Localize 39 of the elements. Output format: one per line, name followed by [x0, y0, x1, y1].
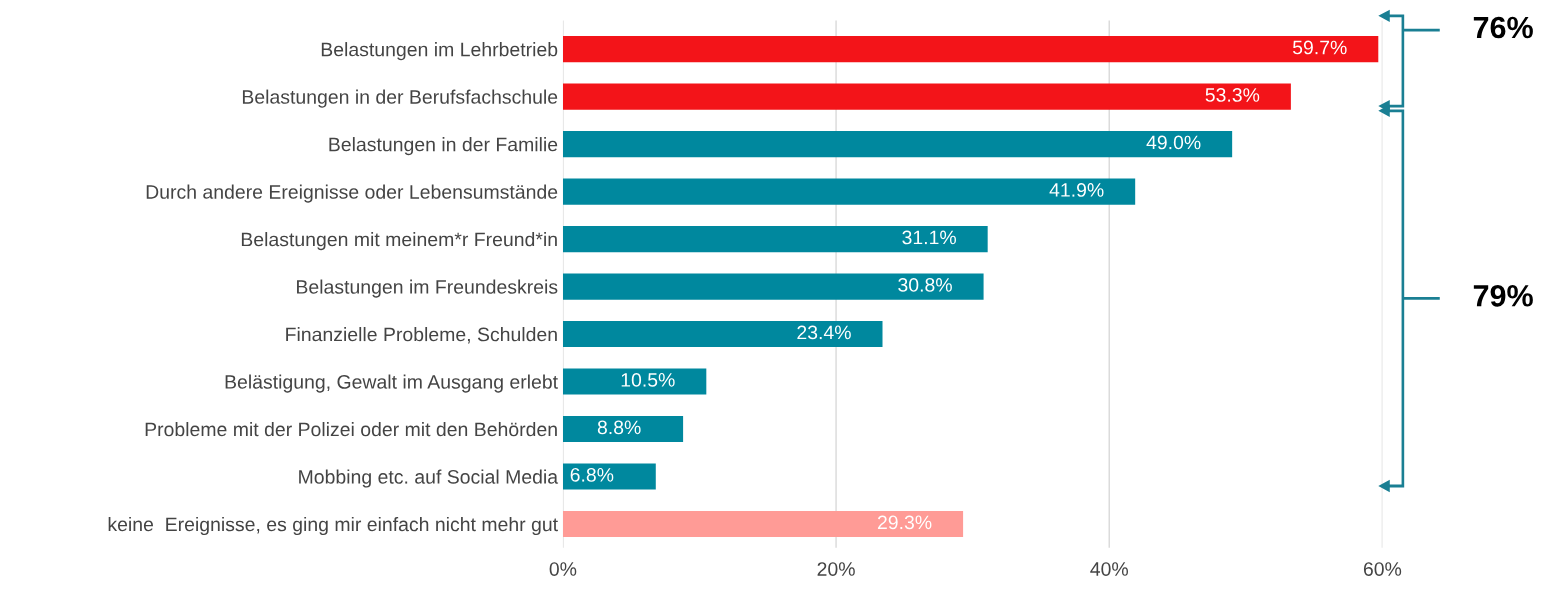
y-tick-label: Belastungen in der Berufsfachschule — [242, 89, 558, 108]
data-label: 30.8% — [898, 278, 952, 292]
y-tick-label: Belastungen im Lehrbetrieb — [321, 42, 558, 61]
x-tick-label: 0% — [549, 562, 577, 576]
y-tick-label: Mobbing etc. auf Social Media — [299, 469, 559, 488]
bar — [562, 178, 1136, 205]
data-label: 59.7% — [1292, 40, 1347, 55]
y-tick-label: Belastungen mit meinem*r Freund*in — [241, 232, 557, 251]
x-tick-label: 20% — [817, 562, 855, 576]
bar — [562, 463, 656, 490]
data-label: 41.9% — [1049, 183, 1104, 197]
y-tick-label: Belästigung, Gewalt im Ausgang erlebt — [225, 374, 558, 393]
x-tick-label: 60% — [1363, 562, 1402, 576]
data-label: 6.8% — [570, 467, 614, 482]
bar — [562, 273, 984, 300]
y-tick-label: Belastungen im Freundeskreis — [297, 279, 558, 298]
text: 79% — [1473, 285, 1533, 307]
bar — [562, 226, 988, 253]
data-label: 31.1% — [902, 230, 957, 245]
data-label: 29.3% — [877, 515, 932, 530]
data-label: 53.3% — [1205, 88, 1260, 102]
bar — [562, 36, 1379, 63]
bar — [562, 368, 707, 395]
data-label: 10.5% — [621, 373, 675, 387]
y-tick-label: keine Ereignisse, es ging mir einfach nicht mehr gut — [108, 516, 558, 536]
y-tick-label: Probleme mit der Polizei oder mit den Behörden — [145, 422, 557, 437]
data-label: 23.4% — [797, 325, 851, 340]
data-label: 49.0% — [1146, 135, 1201, 150]
bar — [562, 83, 1291, 110]
data-label: 8.8% — [597, 420, 641, 435]
y-tick-label: Durch andere Ereignisse oder Lebensumstände — [146, 184, 558, 203]
text: 76% — [1473, 16, 1533, 39]
bar — [562, 510, 964, 538]
bar — [562, 415, 684, 443]
bar — [562, 131, 1233, 158]
y-tick-label: Belastungen in der Familie — [329, 137, 558, 156]
y-tick-label: Finanzielle Probleme, Schulden — [286, 327, 557, 344]
x-tick-label: 40% — [1090, 562, 1128, 576]
bar — [562, 321, 883, 348]
